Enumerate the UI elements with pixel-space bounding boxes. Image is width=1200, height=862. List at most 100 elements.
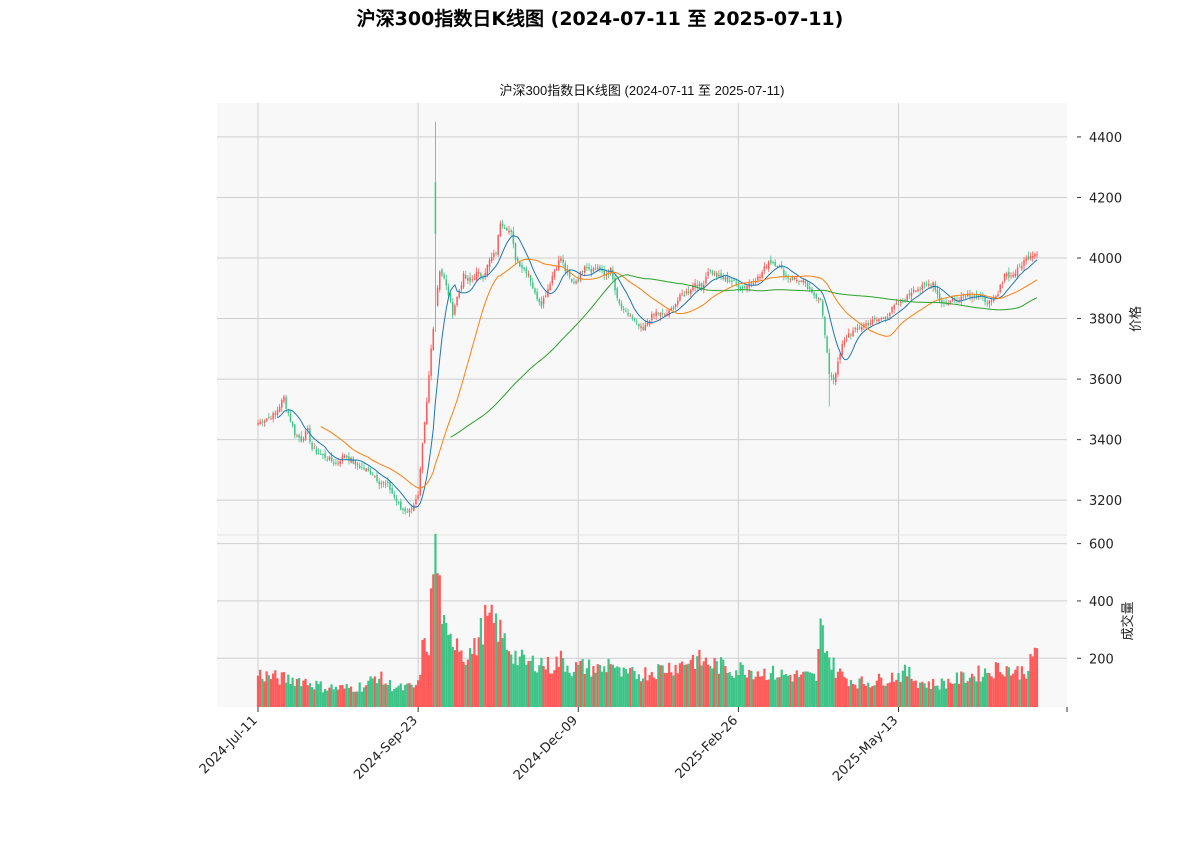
volume-bar (512, 663, 515, 707)
volume-bar (730, 676, 733, 707)
candle-body (514, 243, 517, 260)
candle-body (311, 442, 313, 450)
volume-bar (267, 675, 270, 707)
volume-bar (845, 678, 848, 707)
volume-bars-group (256, 533, 1039, 707)
volume-bar (490, 604, 493, 707)
volume-bar (369, 676, 372, 707)
volume-bar (345, 683, 348, 707)
volume-bar (434, 533, 437, 707)
volume-bar (263, 681, 266, 707)
volume-bar (442, 614, 446, 707)
candle-body (718, 274, 720, 277)
volume-bar (670, 672, 673, 707)
volume-bar (674, 664, 677, 707)
volume-bar (774, 679, 777, 707)
x-tick-label: 2024-Dec-09 (511, 713, 581, 783)
candle-body (400, 501, 402, 510)
candle-body (272, 412, 274, 420)
volume-bar (1003, 676, 1006, 707)
volume-bar (514, 650, 517, 707)
volume-bar (735, 670, 738, 707)
candle-body (774, 261, 776, 266)
volume-tick-label: 200 (1089, 652, 1114, 667)
volume-bar (531, 655, 534, 707)
volume-bar (860, 676, 863, 707)
candle-body (588, 266, 590, 270)
volume-bar (375, 683, 379, 707)
volume-bar (769, 673, 772, 707)
volume-bar (562, 658, 565, 707)
candle-body (274, 413, 277, 415)
candle-body (906, 295, 908, 301)
candle-body (668, 310, 670, 316)
volume-bar (440, 623, 444, 707)
candle-body (276, 410, 279, 415)
candle-body (783, 269, 785, 276)
volume-bar (349, 686, 353, 707)
volume-bar (897, 673, 900, 707)
candle-body (445, 279, 448, 286)
candle-body (265, 418, 268, 421)
volume-bar (1012, 673, 1015, 707)
volume-bar (672, 675, 675, 707)
candle-body (281, 399, 283, 408)
candle-body (954, 298, 956, 300)
volume-bar (743, 674, 746, 707)
candle-body (497, 235, 499, 256)
candle-body (257, 423, 259, 425)
volume-bar (903, 664, 907, 707)
volume-bar (624, 669, 627, 707)
candle-body (1023, 260, 1025, 267)
volume-bar (791, 681, 794, 707)
candle-body (376, 475, 378, 482)
candle-body (300, 436, 303, 442)
volume-bar (566, 665, 569, 707)
candle-body (739, 286, 742, 289)
candle-body (644, 324, 647, 330)
candle-body (1018, 266, 1021, 268)
candle-body (363, 467, 365, 470)
volume-bar (510, 654, 513, 707)
candle-body (477, 271, 480, 274)
candle-body (263, 420, 266, 423)
candle-body (508, 230, 510, 233)
candle-body (629, 315, 631, 317)
candle-body (997, 293, 999, 297)
candle-body (1001, 282, 1004, 285)
candle-body (1034, 253, 1036, 257)
x-tick-label: 2025-May-13 (830, 713, 901, 784)
volume-bar (471, 653, 474, 707)
volume-bar (304, 678, 307, 707)
volume-bar (393, 688, 396, 707)
candle-body (294, 424, 296, 436)
volume-bar (590, 676, 593, 707)
volume-bar (542, 666, 545, 707)
volume-bar (888, 682, 891, 707)
candle-body (928, 284, 930, 286)
candle-body (287, 410, 290, 414)
volume-bar (882, 685, 885, 707)
volume-bar (486, 615, 489, 707)
candle-body (1003, 274, 1006, 281)
candle-body (815, 294, 818, 299)
volume-bar (771, 665, 775, 707)
volume-bar (955, 672, 959, 707)
volume-bar (564, 671, 567, 707)
volume-bar (533, 671, 537, 707)
volume-bar (373, 676, 376, 707)
candle-body (664, 314, 666, 316)
volume-bar (936, 685, 939, 707)
candle-body (436, 287, 439, 306)
candle-body (261, 421, 264, 423)
candle-body (884, 316, 887, 319)
candle-body (800, 280, 802, 282)
candle-body (661, 312, 664, 314)
volume-bar (328, 687, 331, 707)
volume-bar (475, 655, 478, 707)
volume-bar (849, 679, 853, 707)
candle-body (523, 267, 525, 270)
candle-body (322, 454, 324, 456)
candle-body (540, 301, 543, 307)
volume-bar (925, 687, 928, 707)
